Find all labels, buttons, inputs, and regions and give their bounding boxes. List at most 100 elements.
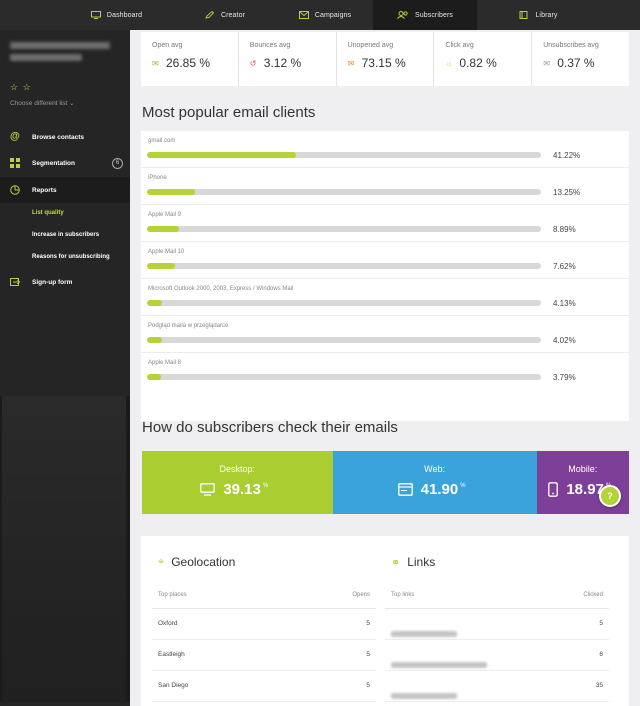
stat-value: 0.37 %: [557, 56, 595, 70]
client-percent: 4.13%: [553, 299, 576, 308]
client-percent: 8.89%: [553, 225, 576, 234]
unsubscribe-icon: ✉: [543, 58, 550, 68]
client-percent: 3.79%: [553, 373, 576, 382]
sidebar-subitem-increase-subscribers[interactable]: Increase in subscribers: [32, 232, 100, 238]
sidebar-item-segmentation[interactable]: Segmentation 6: [0, 150, 130, 176]
sidebar-item-signup-form[interactable]: Sign-up form: [0, 269, 130, 295]
client-name: Microsoft Outlook 2000, 2003, Express / …: [148, 286, 294, 292]
place-opens: 5: [366, 620, 370, 627]
sidebar-item-label: Browse contacts: [32, 133, 85, 141]
client-name: gmail.com: [148, 138, 176, 144]
email-clients-title: Most popular email clients: [142, 104, 316, 121]
table-row: Oxford 5: [152, 609, 376, 640]
book-icon: [519, 11, 528, 19]
sidebar: ☆ ☆ Choose different list ⌄ @ Browse con…: [0, 30, 130, 706]
client-bar-track: [147, 300, 541, 306]
stat-label: Unopened avg: [347, 42, 394, 49]
map-pin-icon: ⌖: [158, 555, 165, 568]
click-icon: ☼: [445, 58, 453, 68]
stat-open-avg: Open avg ✉ 26.85 %: [141, 32, 239, 86]
stat-unsubscribes-avg: Unsubscribes avg ✉ 0.37 %: [532, 32, 629, 86]
client-row: iPhone 13.25%: [141, 168, 629, 205]
device-value: 39.13: [223, 481, 261, 498]
list-name-blurred: [10, 42, 114, 68]
client-bar-fill: [147, 300, 162, 306]
stat-click-avg: Click avg ☼ 0.82 %: [434, 32, 533, 86]
place-opens: 5: [366, 651, 370, 658]
client-percent: 4.02%: [553, 336, 576, 345]
device-web: Web: 41.90%: [332, 451, 537, 514]
stat-unopened-avg: Unopened avg ✉ 73.15 %: [337, 32, 435, 86]
device-label: Mobile:: [568, 464, 598, 474]
client-percent: 13.25%: [553, 188, 581, 197]
stat-value: 3.12 %: [263, 56, 302, 70]
link-icon: ⚭: [391, 556, 401, 569]
client-bar-track: [147, 226, 541, 232]
client-bar-track: [147, 337, 541, 343]
client-row: Apple Mail 9 8.89%: [141, 205, 629, 242]
place-name: Eastleigh: [158, 651, 185, 658]
client-bar-fill: [147, 263, 175, 269]
client-bar-fill: [147, 374, 161, 380]
device-value: 18.97: [566, 481, 604, 498]
stat-label: Unsubscribes avg: [543, 42, 599, 49]
mobile-icon: [548, 482, 559, 497]
geolocation-title-text: Geolocation: [171, 555, 236, 569]
client-name: iPhone: [148, 175, 167, 181]
nav-spacer: [0, 0, 60, 30]
sidebar-background: [0, 396, 130, 702]
stat-label: Bounces avg: [249, 42, 291, 49]
nav-library[interactable]: Library: [477, 0, 600, 30]
nav-campaigns[interactable]: Campaigns: [277, 0, 373, 30]
client-percent: 41.22%: [553, 151, 581, 160]
nav-creator-label: Creator: [220, 11, 246, 19]
table-header: Top places Opens: [152, 585, 376, 609]
place-name: San Diego: [158, 682, 189, 689]
place-opens: 5: [366, 682, 370, 689]
sidebar-subitem-list-quality[interactable]: List quality: [32, 210, 64, 216]
device-unit: %: [262, 482, 269, 489]
nav-subscribers-label: Subscribers: [414, 11, 454, 19]
nav-dashboard[interactable]: Dashboard: [60, 0, 173, 30]
pencil-icon: [205, 11, 215, 19]
col-top-places: Top places: [158, 592, 187, 598]
sidebar-item-label: Sign-up form: [32, 278, 73, 286]
client-name: Apple Mail 10: [148, 249, 185, 255]
sidebar-item-browse-contacts[interactable]: @ Browse contacts: [0, 124, 130, 150]
device-value: 41.90: [420, 481, 459, 498]
segmentation-count-badge: 6: [112, 157, 123, 169]
stat-value: 26.85 %: [166, 56, 211, 70]
table-header: Top links Clicked: [385, 585, 609, 609]
geo-links-panel: ⌖ Geolocation ⚭ Links Top places Opens O…: [141, 536, 629, 706]
client-bar-track: [147, 374, 541, 380]
client-row: Apple Mail 8 3.79%: [141, 353, 629, 390]
link-clicked: 6: [599, 651, 603, 658]
pie-chart-icon: [10, 185, 20, 195]
stat-value: 73.15 %: [361, 56, 406, 70]
envelope-closed-icon: ✉: [347, 58, 355, 68]
sidebar-item-reports[interactable]: Reports: [0, 177, 130, 203]
at-icon: @: [10, 131, 20, 142]
client-bar-track: [147, 263, 541, 269]
form-icon: [10, 278, 20, 286]
sidebar-item-label: Segmentation: [32, 159, 75, 167]
link-clicked: 35: [595, 682, 603, 689]
top-navigation: Dashboard Creator Campaigns Subscribers …: [0, 0, 640, 30]
users-icon: [397, 11, 408, 19]
link-clicked: 5: [599, 620, 603, 627]
sidebar-subitem-unsubscribe-reasons[interactable]: Reasons for unsubscribing: [32, 254, 110, 260]
devices-title: How do subscribers check their emails: [142, 419, 398, 436]
nav-subscribers[interactable]: Subscribers: [373, 0, 477, 30]
help-button[interactable]: ?: [599, 485, 621, 507]
device-label: Desktop:: [219, 464, 256, 474]
main-content: Open avg ✉ 26.85 % Bounces avg ↺ 3.12 % Un…: [130, 30, 640, 706]
sidebar-item-label: Reports: [32, 186, 57, 194]
nav-library-label: Library: [535, 11, 558, 19]
col-clicked: Clicked: [583, 592, 603, 598]
nav-creator[interactable]: Creator: [173, 0, 277, 30]
device-breakdown: Desktop: 39.13% Web: 41.90% Mobile: 18.9…: [142, 451, 629, 514]
stat-label: Click avg: [445, 42, 474, 49]
client-bar-fill: [147, 152, 297, 158]
choose-list-dropdown[interactable]: Choose different list ⌄: [10, 100, 75, 107]
col-opens: Opens: [352, 592, 370, 598]
